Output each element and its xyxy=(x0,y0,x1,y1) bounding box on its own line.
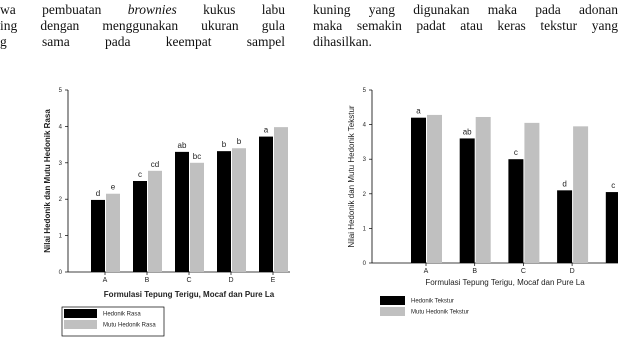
bar xyxy=(573,126,589,263)
y-tick-label: 3 xyxy=(363,157,367,163)
bars: a ab c d c xyxy=(411,107,618,264)
text-line: maka semakin padat atau keras tekstur ya… xyxy=(313,18,618,34)
y-tick-label: 1 xyxy=(59,234,63,240)
bar xyxy=(411,117,426,264)
y-tick-label: 1 xyxy=(363,226,367,232)
significance-letter: b xyxy=(237,137,242,146)
x-tick-label: D xyxy=(570,268,575,275)
legend-label: Hedonik Rasa xyxy=(103,312,141,318)
bar xyxy=(259,136,273,272)
bar xyxy=(524,122,540,264)
significance-letter: ab xyxy=(178,141,187,150)
y-tick-label: 0 xyxy=(59,270,63,276)
bar xyxy=(427,114,442,263)
x-tick-label: D xyxy=(228,277,233,284)
chart: 0 1 2 3 4 5 a ab c d c A B C D Formulasi Tepung Terigu,… xyxy=(347,88,618,316)
legend-box xyxy=(61,306,165,337)
bar xyxy=(133,181,147,272)
significance-letter: e xyxy=(111,183,116,192)
significance-letter: c xyxy=(611,181,615,190)
text-segment: maka semakin padat atau keras tekstur ya… xyxy=(313,18,618,33)
x-axis-label: Formulasi Tepung Terigu, Mocaf dan Pure … xyxy=(425,278,585,287)
bar xyxy=(605,192,618,263)
y-axis-label: Nilai Hedonik dan Mutu Hedonik Tekstur xyxy=(347,105,356,247)
text-segment: ing dengan menggunakan ukuran gula xyxy=(0,18,285,33)
text-segment: wa pembuatan xyxy=(0,2,128,17)
significance-letter: d xyxy=(96,189,100,198)
bar xyxy=(217,151,231,272)
significance-letter: a xyxy=(416,107,421,116)
right-column: kuning yang digunakan maka pada adonan ma… xyxy=(313,2,618,50)
text-segment: kuning yang digunakan maka pada adonan xyxy=(313,2,618,17)
legend-label: Mutu Hedonik Tekstur xyxy=(411,310,469,316)
y-tick-label: 2 xyxy=(59,197,63,203)
bar xyxy=(91,199,105,272)
significance-letter: bc xyxy=(193,152,201,161)
text-line: wa pembuatan brownies kukus labu xyxy=(0,2,285,18)
bar xyxy=(175,151,189,272)
bar xyxy=(508,159,524,263)
significance-letter: d xyxy=(562,179,566,188)
bar xyxy=(232,148,246,272)
y-axis-label: Nilai Hedonik dan Mutu Hedonik Rasa xyxy=(43,109,52,253)
text-line: ing dengan menggunakan ukuran gula xyxy=(0,18,285,34)
x-tick-label: C xyxy=(186,277,191,284)
significance-letter: ab xyxy=(463,127,472,136)
bar xyxy=(148,170,162,272)
x-tick-label: A xyxy=(424,268,429,275)
text-segment: kukus labu xyxy=(176,2,286,17)
y-tick-label: 2 xyxy=(363,192,367,198)
x-tick-label: A xyxy=(103,277,108,284)
legend-swatch xyxy=(64,320,97,329)
y-tick-label: 4 xyxy=(363,123,367,129)
bar xyxy=(475,116,491,263)
text-segment: g sama pada keempat sampel xyxy=(0,34,285,49)
x-tick-label: C xyxy=(521,268,526,275)
text-line: g sama pada keempat sampel xyxy=(0,34,285,50)
italic-word: brownies xyxy=(127,2,177,17)
y-tick-label: 4 xyxy=(59,124,63,130)
significance-letter: c xyxy=(514,148,518,157)
legend-swatch xyxy=(380,307,405,316)
significance-letter: cd xyxy=(151,160,159,169)
x-axis-label: Formulasi Tepung Terigu, Mocaf dan Pure … xyxy=(104,290,275,299)
text-line: dihasilkan. xyxy=(313,34,618,50)
legend-swatch xyxy=(64,309,97,318)
x-tick-label: B xyxy=(472,268,477,275)
y-tick-label: 3 xyxy=(59,161,63,167)
significance-letter: c xyxy=(138,170,142,179)
x-tick-label: E xyxy=(271,277,276,284)
legend-label: Mutu Hedonik Rasa xyxy=(103,323,156,329)
legend-swatch xyxy=(380,296,405,305)
bar xyxy=(106,193,120,272)
left-column: wa pembuatan brownies kukus labu ing deng… xyxy=(0,2,285,50)
y-tick-label: 5 xyxy=(363,88,367,94)
bar xyxy=(190,162,204,272)
x-tick-label: B xyxy=(145,277,150,284)
bar xyxy=(459,138,475,263)
bar xyxy=(557,190,573,263)
text-line: kuning yang digunakan maka pada adonan xyxy=(313,2,618,18)
bar xyxy=(274,127,288,273)
y-tick-label: 0 xyxy=(363,261,367,267)
significance-letter: b xyxy=(222,140,227,149)
significance-letter: a xyxy=(264,126,269,135)
text-segment: dihasilkan. xyxy=(313,34,372,49)
legend-label: Hedonik Tekstur xyxy=(411,299,454,305)
y-tick-label: 5 xyxy=(59,88,63,94)
